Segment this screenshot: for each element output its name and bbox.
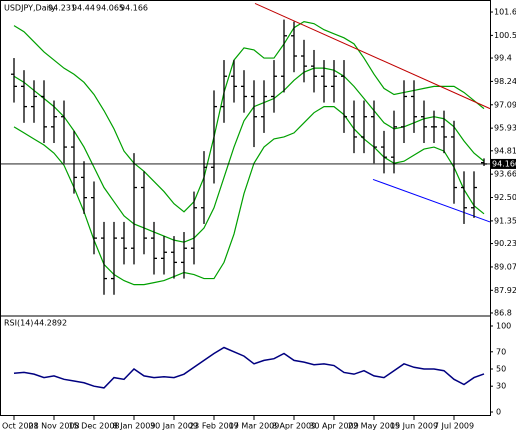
bollinger-band bbox=[13, 20, 485, 213]
y-tick-label: 91.35 bbox=[494, 216, 516, 225]
indicator-last: 44.2892 bbox=[34, 319, 67, 328]
bollinger-band bbox=[13, 105, 485, 286]
indicator-line bbox=[13, 346, 485, 389]
x-tick-label: 8 Apr 2009 bbox=[272, 422, 316, 431]
x-tick-label: 7 Jul 2009 bbox=[434, 422, 474, 431]
x-tick-label: 21 Nov 2008 bbox=[28, 422, 79, 431]
y-tick-label: 98.245 bbox=[494, 77, 516, 86]
y-tick-label: 90.23 bbox=[494, 239, 516, 248]
header-low: 94.065 bbox=[96, 4, 124, 13]
indicator-title: RSI(14) bbox=[4, 319, 33, 328]
x-tick-label: 8 Jan 2009 bbox=[113, 422, 156, 431]
y-tick-label: 101.675 bbox=[494, 8, 516, 17]
indicator-tick-label: 70 bbox=[496, 347, 506, 356]
trendline bbox=[372, 178, 491, 223]
frame bbox=[0, 0, 491, 416]
x-tick-label: 17 Mar 2009 bbox=[229, 422, 280, 431]
last-price-label: 94.166 bbox=[492, 159, 516, 168]
x-tick-label: 15 Jun 2009 bbox=[390, 422, 438, 431]
x-tick-label: 15 Dec 2008 bbox=[68, 422, 119, 431]
x-tick-label: 23 Feb 2009 bbox=[189, 422, 239, 431]
x-tick-label: 22 May 2009 bbox=[348, 422, 400, 431]
y-tick-label: 86.8 bbox=[494, 308, 512, 317]
chart-title: USDJPY,Daily bbox=[4, 4, 56, 13]
indicator-tick-label: 30 bbox=[496, 382, 506, 391]
indicator-tick-label: 0 bbox=[496, 408, 501, 417]
last-price-box bbox=[490, 158, 516, 169]
y-tick-label: 99.4 bbox=[494, 54, 512, 63]
y-tick-label: 97.09 bbox=[494, 100, 516, 109]
x-tick-label: 30 Apr 2009 bbox=[309, 422, 358, 431]
header-close: 94.166 bbox=[120, 4, 148, 13]
y-tick-label: 100.52 bbox=[494, 31, 516, 40]
y-tick-label: 87.92 bbox=[494, 286, 516, 295]
x-tick-label: 30 Jan 2009 bbox=[150, 422, 198, 431]
indicator-tick-label: 50 bbox=[496, 365, 506, 374]
indicator-tick-label: 100 bbox=[496, 322, 511, 331]
y-tick-label: 94.815 bbox=[494, 146, 516, 155]
y-tick-label: 92.505 bbox=[494, 193, 516, 202]
header-high: 94.44 bbox=[72, 4, 95, 13]
x-tick-label: 30 Oct 2008 bbox=[0, 422, 39, 431]
trendline bbox=[254, 2, 491, 110]
header-open: 94.231 bbox=[48, 4, 76, 13]
y-tick-label: 93.66 bbox=[494, 170, 516, 179]
y-tick-label: 95.935 bbox=[494, 124, 516, 133]
y-tick-label: 89.075 bbox=[494, 262, 516, 271]
